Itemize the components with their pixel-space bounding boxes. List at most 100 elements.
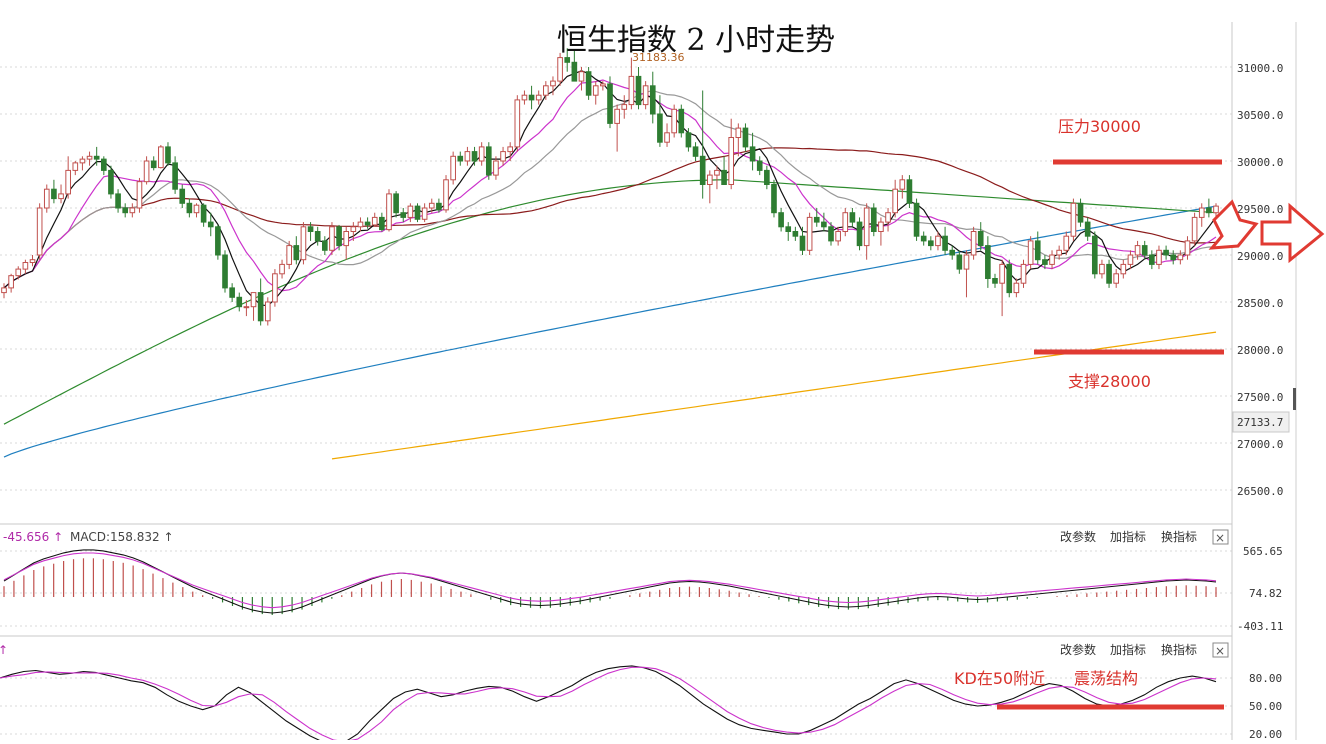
candle-up — [1156, 249, 1162, 265]
macd-add-indicator-button[interactable]: 加指标 — [1110, 529, 1146, 544]
candle-up — [557, 57, 563, 82]
candle-up — [1127, 254, 1134, 265]
candle-down — [749, 146, 756, 162]
candle-up — [500, 151, 506, 162]
candle-down — [528, 94, 535, 101]
kd-close-button[interactable]: × — [1215, 644, 1225, 658]
kd-k-line — [0, 665, 1217, 744]
candle-up — [386, 193, 392, 231]
support-label: 支撑28000 — [1068, 372, 1151, 391]
candle-up — [350, 226, 357, 233]
candle-up — [279, 263, 285, 275]
candle-down — [635, 75, 642, 106]
candle-up — [1049, 254, 1055, 265]
candle-up — [193, 204, 200, 214]
candle-down — [799, 235, 806, 251]
candle-down — [977, 231, 984, 247]
candle-down — [649, 85, 656, 115]
candle-down — [571, 61, 578, 82]
price-tick-label: 31000.0 — [1237, 62, 1283, 75]
candle-down — [564, 57, 571, 63]
candle-down — [771, 184, 777, 214]
candle-down — [1042, 259, 1048, 265]
peak-price-label: 31183.36 — [632, 51, 685, 64]
candle-down — [100, 158, 107, 171]
price-tick-label: 30000.0 — [1237, 156, 1283, 169]
candle-down — [400, 212, 407, 218]
candle-up — [1, 287, 7, 294]
candle-up — [664, 132, 670, 143]
candle-up — [428, 202, 435, 209]
candle-up — [36, 207, 43, 256]
candle-up — [642, 85, 649, 106]
candle-down — [1149, 254, 1155, 265]
candle-up — [300, 226, 307, 261]
candle-up — [158, 146, 164, 169]
candle-up — [671, 108, 677, 134]
candle-down — [1106, 263, 1112, 284]
candle-down — [756, 160, 763, 171]
candle-up — [1027, 240, 1034, 265]
candle-down — [172, 162, 178, 190]
candle-up — [835, 231, 841, 242]
candle-down — [657, 113, 663, 143]
kd-label: KD在50附近 — [954, 669, 1045, 688]
kd-arrow-icon: ↑ — [0, 643, 8, 657]
candle-up — [272, 273, 278, 303]
macd-tick-label: 565.65 — [1243, 545, 1283, 558]
kd-switch-indicator-button[interactable]: 换指标 — [1161, 642, 1197, 657]
candle-down — [607, 83, 613, 124]
candle-up — [250, 292, 257, 308]
resistance-label: 压力30000 — [1058, 117, 1141, 136]
ma120-line — [3, 179, 1217, 425]
candle-up — [1070, 202, 1077, 237]
candle-down — [51, 188, 57, 200]
candle-up — [592, 85, 599, 96]
macd-switch-indicator-button[interactable]: 换指标 — [1161, 529, 1197, 544]
candle-down — [585, 71, 592, 96]
candle-down — [471, 151, 478, 162]
price-tick-label: 27000.0 — [1237, 438, 1283, 451]
candle-down — [165, 146, 171, 164]
candle-up — [450, 155, 456, 181]
candle-up — [143, 160, 150, 183]
current-price-tag: 27133.7 — [1237, 416, 1283, 429]
macd-indicator-left: -45.656 ↑ — [3, 530, 63, 544]
candle-down — [942, 235, 948, 251]
macd-params-button[interactable]: 改参数 — [1060, 529, 1096, 544]
kd-add-indicator-button[interactable]: 加指标 — [1110, 642, 1146, 657]
kd-controls: 改参数 加指标 换指标 × — [1060, 642, 1229, 658]
candle-up — [357, 221, 364, 228]
candle-up — [842, 212, 849, 232]
candle-up — [935, 235, 941, 247]
candle-up — [706, 174, 713, 186]
candle-down — [229, 287, 235, 298]
candle-down — [1091, 235, 1098, 275]
candle-up — [1191, 216, 1198, 242]
candle-up — [970, 231, 977, 256]
candle-up — [628, 75, 635, 106]
candle-down — [906, 179, 913, 204]
candle-up — [1020, 263, 1027, 284]
kd-tick-label: 20.00 — [1249, 728, 1282, 740]
price-tick-label: 29000.0 — [1237, 250, 1283, 263]
candle-up — [443, 179, 449, 211]
candle-down — [1077, 202, 1084, 223]
candle-down — [122, 207, 129, 214]
candle-up — [535, 94, 542, 101]
candle-down — [678, 108, 685, 134]
kd-params-button[interactable]: 改参数 — [1060, 642, 1096, 657]
kd-axis: 80.00 50.00 20.00 — [1249, 672, 1282, 741]
candle-up — [1120, 263, 1127, 275]
right-arrow-icon — [1260, 202, 1325, 264]
candle-down — [1141, 245, 1148, 256]
candle-down — [692, 146, 699, 157]
candle-up — [550, 80, 556, 87]
candle-down — [414, 205, 421, 220]
candle-up — [243, 306, 250, 309]
candle-up — [65, 169, 71, 195]
macd-close-button[interactable]: × — [1215, 531, 1225, 545]
candle-up — [514, 99, 521, 148]
ma60-line — [3, 147, 1217, 289]
candle-up — [600, 83, 606, 87]
